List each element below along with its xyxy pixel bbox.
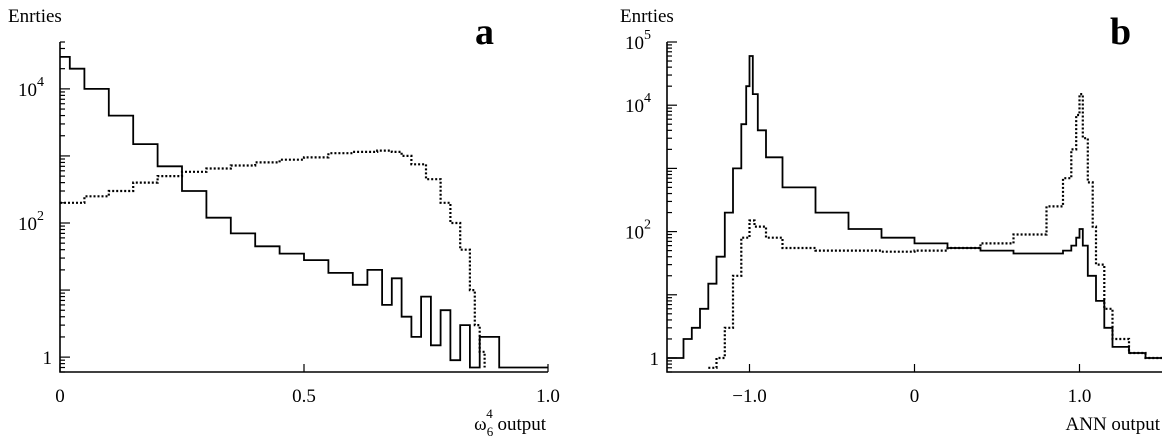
x-axis-title: ω64 output bbox=[474, 406, 547, 439]
x-tick-label: −1.0 bbox=[732, 386, 766, 407]
y-tick-label: 104 bbox=[18, 75, 44, 101]
x-tick-label: 1.0 bbox=[1068, 386, 1092, 407]
panel-letter: a bbox=[475, 11, 494, 53]
y-tick-label: 104 bbox=[625, 91, 651, 117]
y-tick-label: 102 bbox=[18, 209, 44, 235]
axes-frame bbox=[666, 42, 1162, 373]
y-tick-label: 1 bbox=[650, 349, 660, 370]
x-tick-label: 1.0 bbox=[536, 386, 560, 407]
panel-b: Enrties b −1.0 0 1.0 1 102 104 105 ANN output bbox=[620, 6, 1162, 435]
axes-frame bbox=[59, 42, 548, 373]
y-axis-title: Enrties bbox=[620, 6, 674, 27]
x-axis-title: ANN output bbox=[1066, 414, 1161, 435]
y-tick-label: 102 bbox=[625, 218, 651, 244]
panel-letter: b bbox=[1110, 11, 1131, 53]
y-axis-title: Enrties bbox=[8, 6, 62, 27]
series-solid-line bbox=[667, 55, 1162, 359]
x-tick-label: 0.5 bbox=[292, 386, 316, 407]
x-tick-label: 0 bbox=[55, 386, 65, 407]
series-solid-line bbox=[60, 56, 548, 369]
series-dotted-line bbox=[708, 93, 1162, 369]
y-tick-label: 1 bbox=[43, 348, 53, 369]
y-tick-label: 105 bbox=[625, 28, 651, 54]
panel-a: Enrties a 0 0.5 1.0 1 102 104 ω64 output bbox=[8, 6, 560, 439]
series-dotted-line bbox=[60, 149, 486, 368]
x-tick-label: 0 bbox=[910, 386, 920, 407]
